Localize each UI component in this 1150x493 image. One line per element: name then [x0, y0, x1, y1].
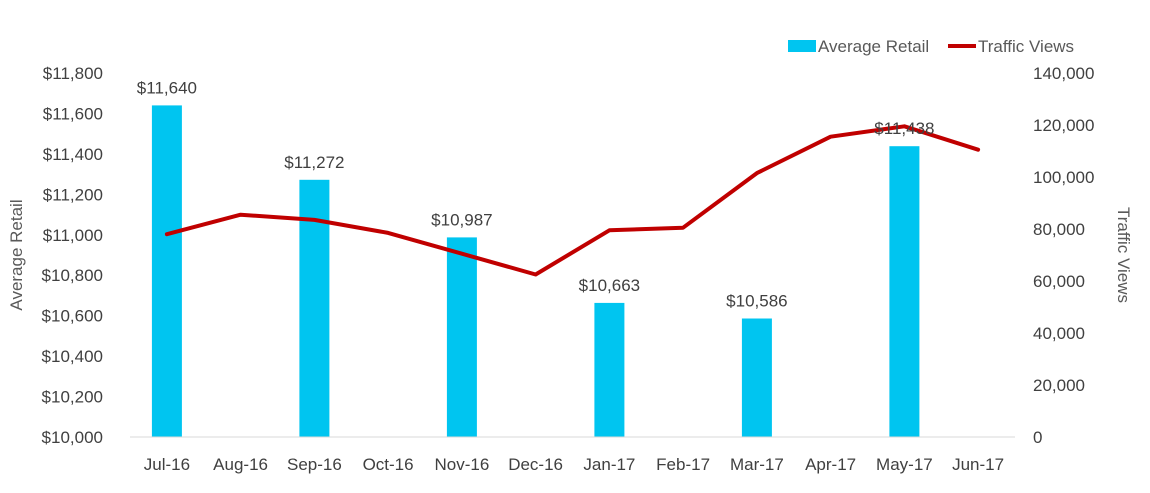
y2-tick-label: 100,000	[1033, 168, 1094, 187]
y2-tick-label: 40,000	[1033, 324, 1085, 343]
y-tick-label: $11,200	[43, 185, 103, 204]
x-tick-label: Feb-17	[656, 455, 710, 474]
data-label-may-17: $11,438	[874, 119, 934, 138]
data-labels: $11,640 $11,272 $10,987 $10,663 $10,586 $11,4…	[137, 78, 935, 310]
bar-mar-17	[741, 318, 772, 437]
data-label-mar-17: $10,586	[726, 292, 787, 311]
y2-tick-label: 120,000	[1033, 116, 1094, 135]
y-tick-label: $10,000	[42, 428, 103, 447]
x-tick-label: Jul-16	[144, 455, 190, 474]
legend-label-average-retail: Average Retail	[818, 37, 929, 56]
x-tick-label: May-17	[876, 455, 933, 474]
x-tick-label: Sep-16	[287, 455, 342, 474]
y2-tick-label: 60,000	[1033, 272, 1085, 291]
y-tick-label: $10,200	[42, 388, 103, 407]
y-axis-title: Average Retail	[7, 199, 26, 310]
x-tick-label: Aug-16	[213, 455, 268, 474]
data-label-jul-16: $11,640	[137, 78, 197, 97]
bar-series	[151, 105, 920, 438]
data-label-jan-17: $10,663	[579, 276, 640, 295]
legend: Average Retail Traffic Views	[788, 37, 1074, 56]
traffic-views-line	[164, 124, 981, 277]
legend-label-traffic-views: Traffic Views	[978, 37, 1074, 56]
y-tick-label: $11,400	[43, 145, 103, 164]
y-axis-ticks: $10,000 $10,200 $10,400 $10,600 $10,800 $11,0…	[42, 64, 103, 447]
y2-axis-ticks: 0 20,000 40,000 60,000 80,000 100,000 120,000 1…	[1033, 64, 1094, 447]
y2-axis-title: Traffic Views	[1114, 207, 1133, 303]
y2-tick-label: 80,000	[1033, 220, 1085, 239]
bar-jan-17	[594, 302, 625, 437]
data-label-sep-16: $11,272	[284, 153, 344, 172]
x-tick-label: Jun-17	[952, 455, 1004, 474]
y-tick-label: $10,400	[42, 347, 103, 366]
y-tick-label: $10,800	[42, 266, 103, 285]
bar-may-17	[889, 146, 920, 437]
data-label-nov-16: $10,987	[431, 210, 492, 229]
x-tick-label: Dec-16	[508, 455, 563, 474]
y-tick-label: $11,800	[43, 64, 103, 83]
x-tick-label: Jan-17	[583, 455, 635, 474]
x-tick-label: Apr-17	[805, 455, 856, 474]
y2-tick-label: 20,000	[1033, 376, 1085, 395]
y2-tick-label: 140,000	[1033, 64, 1094, 83]
y2-tick-label: 0	[1033, 428, 1042, 447]
bar-nov-16	[446, 237, 477, 437]
y-tick-label: $11,000	[43, 226, 103, 245]
legend-swatch-average-retail	[788, 40, 816, 52]
y-tick-label: $10,600	[42, 307, 103, 326]
x-axis-ticks: Jul-16 Aug-16 Sep-16 Oct-16 Nov-16 Dec-16 Jan-…	[144, 455, 1004, 474]
x-tick-label: Nov-16	[434, 455, 489, 474]
y-tick-label: $11,600	[43, 104, 103, 123]
x-tick-label: Mar-17	[730, 455, 784, 474]
x-tick-label: Oct-16	[363, 455, 414, 474]
bar-jul-16	[151, 105, 182, 438]
